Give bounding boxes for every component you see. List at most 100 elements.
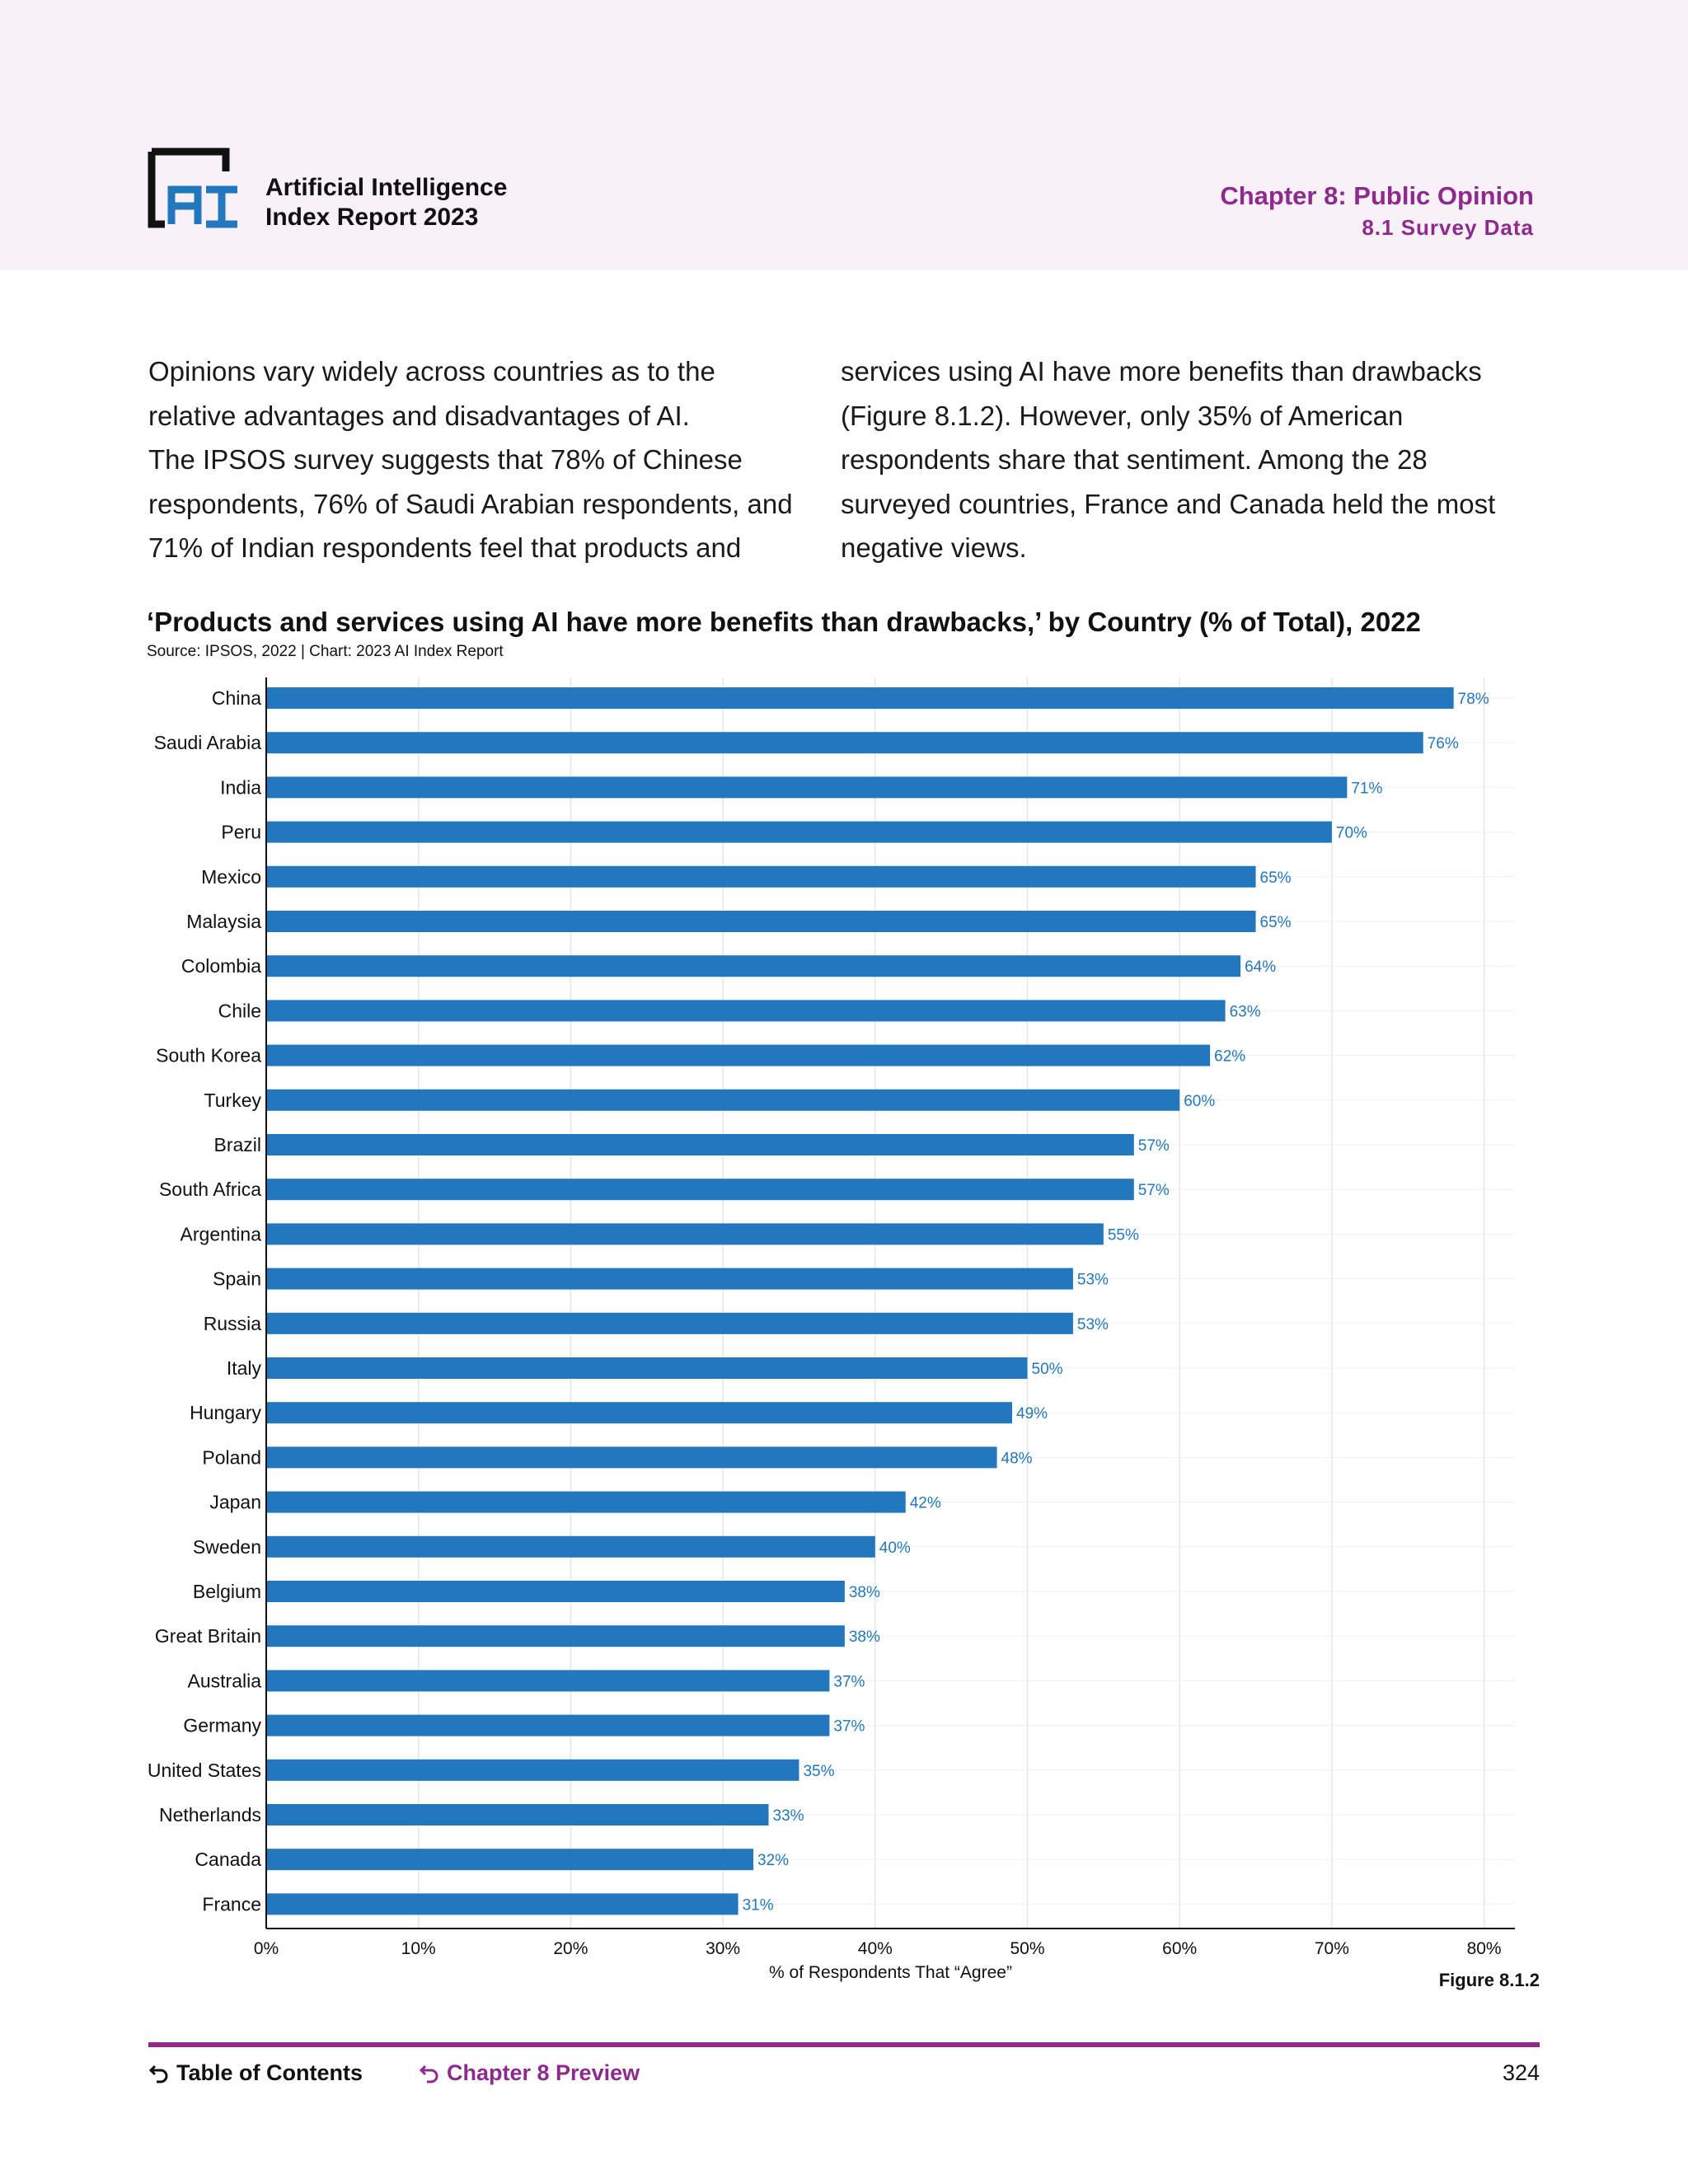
data-label: 40% bbox=[879, 1540, 911, 1557]
data-label: 53% bbox=[1077, 1316, 1109, 1333]
x-tick-label: 10% bbox=[401, 1939, 436, 1958]
data-label: 57% bbox=[1138, 1182, 1170, 1199]
bar bbox=[266, 732, 1423, 754]
bar bbox=[266, 1670, 830, 1692]
category-label: Netherlands bbox=[159, 1804, 261, 1825]
toc-label: Table of Contents bbox=[176, 2060, 363, 2085]
data-label: 76% bbox=[1428, 735, 1459, 752]
body-line: Opinions vary widely across countries as… bbox=[148, 356, 715, 387]
bar bbox=[266, 1446, 997, 1469]
ai-index-logo bbox=[148, 148, 237, 228]
data-label: 37% bbox=[833, 1718, 865, 1736]
bar bbox=[266, 687, 1454, 709]
body-line: surveyed countries, France and Canada he… bbox=[841, 488, 1496, 519]
category-label: Saudi Arabia bbox=[154, 732, 262, 753]
data-label: 70% bbox=[1336, 825, 1367, 842]
category-label: Peru bbox=[221, 822, 261, 843]
bar bbox=[266, 1312, 1073, 1334]
category-label: United States bbox=[148, 1760, 261, 1781]
body-text-left: Opinions vary widely across countries as… bbox=[148, 349, 841, 570]
data-label: 65% bbox=[1260, 914, 1292, 931]
data-label: 78% bbox=[1458, 691, 1489, 708]
bar bbox=[266, 1402, 1013, 1424]
footer-rule bbox=[148, 2042, 1540, 2047]
category-label: China bbox=[212, 687, 261, 709]
data-label: 33% bbox=[773, 1807, 804, 1825]
data-label: 35% bbox=[803, 1763, 834, 1780]
category-label: Colombia bbox=[181, 955, 261, 977]
bar bbox=[266, 865, 1256, 888]
bar bbox=[266, 1581, 845, 1602]
x-tick-label: 70% bbox=[1315, 1939, 1349, 1958]
return-arrow-icon bbox=[148, 2064, 168, 2083]
category-label: Spain bbox=[213, 1268, 261, 1290]
category-label: South Korea bbox=[156, 1045, 261, 1066]
bar bbox=[266, 1804, 769, 1825]
report-title-line1: Artificial Intelligence bbox=[265, 174, 508, 201]
body-line: negative views. bbox=[841, 532, 1027, 563]
category-label: Sweden bbox=[193, 1536, 261, 1558]
data-label: 31% bbox=[743, 1896, 774, 1914]
data-label: 49% bbox=[1016, 1405, 1048, 1422]
data-label: 38% bbox=[849, 1629, 880, 1646]
category-label: Turkey bbox=[204, 1090, 262, 1111]
data-label: 62% bbox=[1214, 1048, 1245, 1066]
chart-source: Source: IPSOS, 2022 | Chart: 2023 AI Ind… bbox=[147, 643, 504, 660]
report-title-line2: Index Report 2023 bbox=[265, 204, 479, 231]
category-label: Japan bbox=[209, 1492, 261, 1513]
category-label: Argentina bbox=[181, 1223, 262, 1244]
return-arrow-icon bbox=[419, 2064, 438, 2083]
bar bbox=[266, 1535, 875, 1558]
bar bbox=[266, 1357, 1028, 1379]
category-label: Chile bbox=[218, 1000, 261, 1021]
data-label: 32% bbox=[757, 1852, 789, 1869]
body-line: 71% of Indian respondents feel that prod… bbox=[148, 532, 742, 563]
data-label: 71% bbox=[1351, 780, 1382, 797]
chapter-preview-label: Chapter 8 Preview bbox=[447, 2060, 640, 2085]
bar bbox=[266, 911, 1256, 932]
bar bbox=[266, 1179, 1134, 1201]
table-of-contents-link[interactable]: Table of Contents bbox=[148, 2060, 363, 2086]
bar bbox=[266, 1849, 754, 1871]
category-label: Malaysia bbox=[186, 911, 261, 932]
x-tick-label: 0% bbox=[254, 1939, 279, 1958]
category-label: Germany bbox=[183, 1715, 261, 1736]
x-tick-label: 60% bbox=[1162, 1939, 1197, 1958]
x-tick-label: 20% bbox=[553, 1939, 588, 1958]
bar bbox=[266, 1268, 1073, 1290]
bar bbox=[266, 1089, 1180, 1111]
category-label: Great Britain bbox=[155, 1625, 261, 1647]
category-label: Hungary bbox=[190, 1402, 261, 1423]
bar bbox=[266, 1759, 799, 1781]
bar bbox=[266, 1714, 830, 1736]
data-label: 50% bbox=[1032, 1361, 1063, 1378]
category-label: Italy bbox=[227, 1357, 262, 1379]
category-label: India bbox=[220, 776, 261, 798]
chapter-heading: Chapter 8: Public Opinion 8.1 Survey Dat… bbox=[1220, 180, 1534, 242]
category-label: France bbox=[202, 1893, 261, 1915]
data-label: 53% bbox=[1077, 1272, 1109, 1289]
chapter-preview-link[interactable]: Chapter 8 Preview bbox=[419, 2060, 640, 2086]
category-label: Belgium bbox=[193, 1581, 261, 1602]
data-label: 64% bbox=[1245, 958, 1276, 976]
body-line: services using AI have more benefits tha… bbox=[841, 356, 1482, 387]
x-tick-label: 80% bbox=[1467, 1939, 1502, 1958]
x-tick-label: 50% bbox=[1010, 1939, 1044, 1958]
report-title: Artificial Intelligence Index Report 202… bbox=[265, 173, 507, 232]
data-label: 65% bbox=[1260, 869, 1292, 887]
body-line: The IPSOS survey suggests that 78% of Ch… bbox=[148, 444, 743, 475]
bar bbox=[266, 776, 1348, 799]
chapter-subtitle: 8.1 Survey Data bbox=[1362, 215, 1534, 240]
bar bbox=[266, 1000, 1226, 1022]
data-label: 48% bbox=[1001, 1450, 1033, 1467]
data-label: 42% bbox=[910, 1495, 941, 1512]
category-label: Canada bbox=[195, 1849, 261, 1870]
category-label: Russia bbox=[204, 1313, 262, 1334]
category-label: Brazil bbox=[213, 1134, 261, 1155]
chapter-title: Chapter 8: Public Opinion bbox=[1220, 181, 1534, 210]
body-line: respondents, 76% of Saudi Arabian respon… bbox=[148, 488, 793, 519]
category-label: Mexico bbox=[201, 866, 261, 888]
body-text-right: services using AI have more benefits tha… bbox=[841, 349, 1533, 570]
bar bbox=[266, 1491, 906, 1513]
bar bbox=[266, 1044, 1211, 1066]
